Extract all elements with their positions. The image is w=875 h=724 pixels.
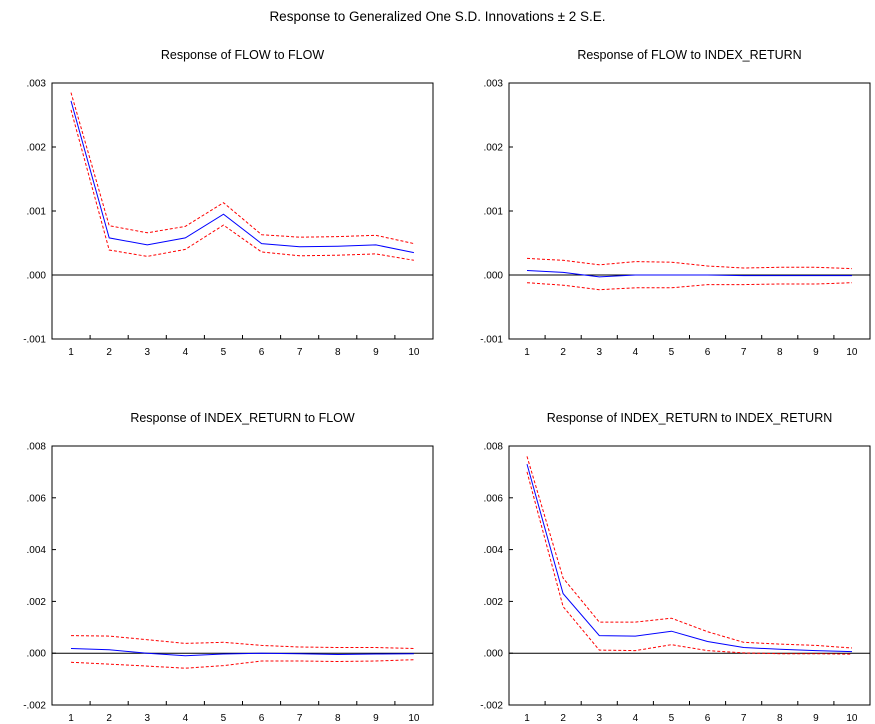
upper-band-line: [70, 92, 415, 245]
y-tick-label: -.001: [23, 335, 46, 346]
x-tick-label: 3: [596, 347, 602, 358]
lower-band-line: [70, 659, 414, 669]
chart-title: Response of FLOW to INDEX_RETURN: [577, 48, 801, 62]
lower-band-line: [526, 471, 853, 655]
y-tick-label: .006: [484, 493, 504, 504]
plot-frame: [508, 445, 871, 706]
response-line: [526, 270, 852, 278]
upper-band-line: [526, 456, 853, 649]
x-tick-label: 3: [144, 347, 150, 358]
x-tick-label: 9: [813, 713, 819, 724]
plot-frame: [508, 82, 871, 340]
x-tick-label: 8: [777, 347, 783, 358]
x-tick-label: 10: [846, 347, 858, 358]
y-tick-label: .000: [27, 649, 47, 660]
y-tick-label: .003: [484, 79, 504, 90]
x-tick-label: 6: [705, 713, 711, 724]
plot-frame: [51, 82, 434, 340]
x-tick-label: 5: [669, 713, 675, 724]
x-tick-label: 4: [633, 713, 639, 724]
lower-band-line: [526, 282, 853, 291]
chart-panel: Response of FLOW to FLOW -.001 .000 .001 .00…: [23, 48, 434, 358]
x-tick-label: 7: [297, 713, 303, 724]
response-line: [70, 100, 414, 254]
chart-panel: Response of FLOW to INDEX_RETURN -.001 .00…: [480, 48, 871, 358]
y-tick-label: -.002: [23, 701, 46, 712]
x-tick-label: 9: [373, 347, 379, 358]
x-tick-label: 2: [560, 347, 566, 358]
y-tick-label: .008: [27, 442, 47, 453]
x-tick-label: 3: [596, 713, 602, 724]
figure-title: Response to Generalized One S.D. Innovat…: [269, 9, 606, 24]
y-tick-label: -.001: [480, 335, 503, 346]
x-tick-label: 7: [741, 347, 747, 358]
y-tick-label: -.002: [480, 701, 503, 712]
x-tick-label: 1: [68, 347, 74, 358]
y-tick-label: .003: [27, 79, 47, 90]
y-tick-label: .002: [484, 597, 504, 608]
x-tick-label: 2: [106, 713, 112, 724]
x-tick-label: 6: [259, 347, 265, 358]
y-tick-label: .002: [27, 597, 47, 608]
x-tick-label: 4: [633, 347, 639, 358]
x-tick-label: 2: [560, 713, 566, 724]
x-tick-label: 5: [669, 347, 675, 358]
chart-panel: Response of INDEX_RETURN to INDEX_RETURN…: [480, 411, 871, 724]
x-tick-label: 8: [335, 713, 341, 724]
y-tick-label: .000: [484, 271, 504, 282]
x-tick-label: 8: [777, 713, 783, 724]
x-tick-label: 5: [221, 713, 227, 724]
x-tick-label: 4: [183, 713, 189, 724]
response-line: [70, 648, 414, 657]
y-tick-label: .004: [484, 545, 504, 556]
y-tick-label: .002: [484, 143, 504, 154]
x-tick-label: 7: [741, 713, 747, 724]
x-tick-label: 7: [297, 347, 303, 358]
y-tick-label: .001: [27, 207, 47, 218]
x-tick-label: 6: [259, 713, 265, 724]
chart-title: Response of INDEX_RETURN to FLOW: [130, 411, 355, 425]
x-tick-label: 1: [68, 713, 74, 724]
x-tick-label: 1: [524, 347, 530, 358]
x-tick-label: 3: [144, 713, 150, 724]
x-tick-label: 1: [524, 713, 530, 724]
y-tick-label: .008: [484, 442, 504, 453]
chart-title: Response of FLOW to FLOW: [161, 48, 324, 62]
y-tick-label: .006: [27, 493, 47, 504]
x-tick-label: 9: [813, 347, 819, 358]
response-line: [526, 463, 853, 653]
upper-band-line: [526, 257, 853, 270]
y-tick-label: .000: [27, 271, 47, 282]
x-tick-label: 6: [705, 347, 711, 358]
x-tick-label: 5: [221, 347, 227, 358]
x-tick-label: 10: [408, 347, 420, 358]
x-tick-label: 9: [373, 713, 379, 724]
x-tick-label: 10: [408, 713, 420, 724]
x-tick-label: 10: [846, 713, 858, 724]
plot-frame: [51, 445, 434, 706]
y-tick-label: .001: [484, 207, 504, 218]
x-tick-label: 4: [183, 347, 189, 358]
y-tick-label: .004: [27, 545, 47, 556]
upper-band-line: [70, 635, 414, 649]
x-tick-label: 8: [335, 347, 341, 358]
chart-title: Response of INDEX_RETURN to INDEX_RETURN: [547, 411, 833, 425]
x-tick-label: 2: [106, 347, 112, 358]
y-tick-label: .000: [484, 649, 504, 660]
chart-panel: Response of INDEX_RETURN to FLOW -.002 .00…: [23, 411, 434, 724]
y-tick-label: .002: [27, 143, 47, 154]
lower-band-line: [70, 109, 414, 261]
